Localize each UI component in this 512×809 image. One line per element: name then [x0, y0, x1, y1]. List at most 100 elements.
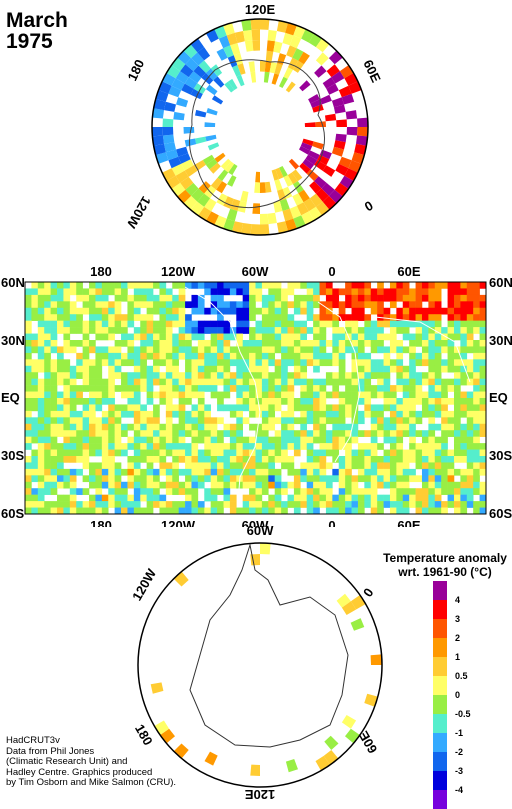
anomaly-cell — [268, 346, 276, 354]
anomaly-cell — [466, 320, 474, 328]
anomaly-cell — [227, 175, 237, 187]
anomaly-cell — [69, 501, 77, 508]
anomaly-cell — [473, 301, 480, 309]
anomaly-cell — [25, 320, 32, 328]
anomaly-cell — [473, 398, 480, 405]
anomaly-cell — [428, 314, 436, 321]
anomaly-cell — [341, 715, 357, 729]
anomaly-cell — [255, 372, 263, 379]
anomaly-cell — [236, 436, 243, 444]
anomaly-cell — [236, 417, 243, 425]
anomaly-cell — [159, 327, 167, 334]
anomaly-cell — [389, 346, 397, 354]
anomaly-cell — [293, 488, 301, 495]
anomaly-cell — [25, 468, 32, 476]
anomaly-cell — [402, 456, 410, 463]
anomaly-cell — [162, 118, 174, 127]
anomaly-cell — [351, 307, 359, 315]
anomaly-cell — [281, 398, 288, 405]
anomaly-cell — [351, 456, 359, 463]
title-month: March — [6, 9, 68, 32]
anomaly-cell — [191, 456, 199, 463]
anomaly-cell — [479, 494, 487, 502]
anomaly-cell — [223, 385, 231, 392]
anomaly-cell — [402, 417, 410, 425]
anomaly-cell — [428, 494, 436, 502]
anomaly-cell — [57, 462, 64, 470]
anomaly-cell — [473, 365, 480, 373]
anomaly-cell — [293, 359, 301, 367]
anomaly-cell — [364, 340, 372, 347]
anomaly-cell — [172, 301, 179, 309]
anomaly-cell — [441, 365, 448, 373]
anomaly-cell — [250, 764, 260, 776]
anomaly-cell — [447, 314, 455, 321]
anomaly-cell — [31, 417, 39, 425]
anomaly-cell — [396, 501, 404, 508]
anomaly-cell — [89, 507, 96, 515]
anomaly-cell — [351, 152, 365, 164]
anomaly-cell — [63, 398, 71, 405]
anomaly-cell — [31, 282, 39, 289]
anomaly-cell — [479, 385, 487, 392]
anomaly-cell — [140, 385, 147, 392]
anomaly-cell — [351, 378, 359, 386]
anomaly-cell — [319, 307, 327, 315]
anomaly-cell — [133, 365, 141, 373]
anomaly-cell — [114, 307, 122, 315]
anomaly-cell — [473, 327, 480, 334]
anomaly-cell — [197, 282, 205, 289]
anomaly-cell — [76, 314, 83, 321]
anomaly-cell — [255, 385, 263, 392]
anomaly-cell — [479, 507, 487, 515]
anomaly-cell — [460, 436, 468, 444]
anomaly-cell — [101, 294, 109, 302]
anomaly-cell — [313, 333, 320, 341]
anomaly-cell — [159, 372, 167, 379]
anomaly-cell — [210, 365, 218, 373]
anomaly-cell — [402, 423, 410, 431]
anomaly-cell — [210, 346, 218, 354]
anomaly-cell — [153, 468, 160, 476]
anomaly-cell — [76, 372, 83, 379]
anomaly-cell — [44, 488, 51, 495]
anomaly-cell — [133, 475, 141, 483]
anomaly-cell — [434, 385, 442, 392]
anomaly-cell — [293, 352, 301, 360]
anomaly-cell — [370, 294, 378, 302]
anomaly-cell — [89, 346, 96, 354]
anomaly-cell — [370, 372, 378, 379]
anomaly-cell — [261, 365, 269, 373]
anomaly-cell — [313, 282, 320, 289]
anomaly-cell — [434, 475, 442, 483]
anomaly-cell — [281, 481, 288, 489]
anomaly-cell — [421, 398, 429, 405]
anomaly-cell — [76, 288, 83, 296]
anomaly-cell — [50, 468, 58, 476]
anomaly-cell — [289, 205, 302, 219]
anomaly-cell — [165, 385, 173, 392]
anomaly-cell — [159, 430, 167, 437]
anomaly-cell — [421, 372, 429, 379]
anomaly-cell — [172, 468, 179, 476]
anomaly-cell — [460, 488, 468, 495]
anomaly-cell — [159, 333, 167, 341]
anomaly-cell — [409, 449, 416, 457]
anomaly-cell — [345, 340, 352, 347]
anomaly-cell — [266, 40, 276, 52]
anomaly-cell — [447, 430, 455, 437]
anomaly-cell — [185, 365, 192, 373]
legend-title: Temperature anomaly wrt. 1961-90 (°C) — [378, 551, 512, 579]
legend-swatch — [433, 771, 447, 790]
anomaly-cell — [332, 410, 340, 418]
anomaly-cell — [364, 333, 372, 341]
anomaly-cell — [229, 494, 237, 502]
anomaly-cell — [453, 385, 461, 392]
anomaly-cell — [37, 481, 45, 489]
anomaly-cell — [289, 35, 302, 49]
anomaly-cell — [210, 456, 218, 463]
anomaly-cell — [267, 212, 277, 225]
anomaly-cell — [383, 456, 391, 463]
anomaly-cell — [121, 340, 128, 347]
anomaly-cell — [370, 307, 378, 315]
